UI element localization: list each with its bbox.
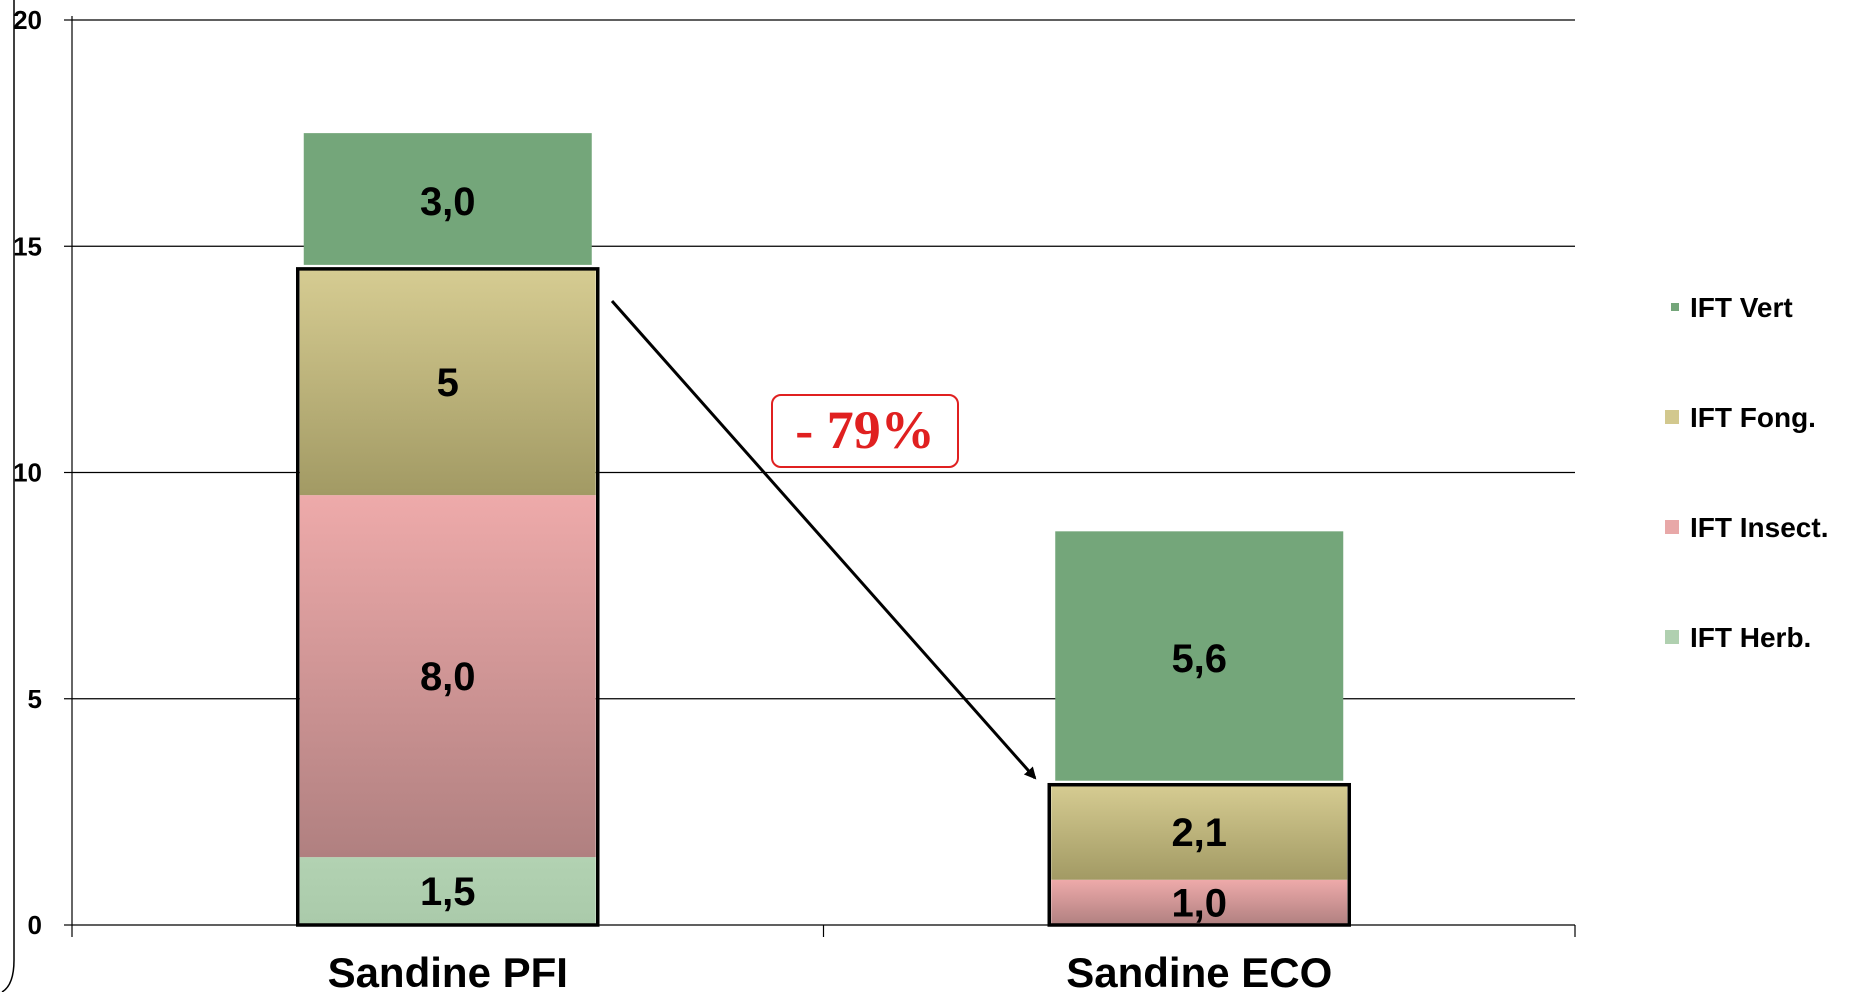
- bar-segment-ift-vert: [303, 133, 592, 265]
- y-tick-label: 15: [13, 231, 42, 261]
- legend-label: IFT Insect.: [1690, 512, 1828, 543]
- stack-outline: [296, 267, 600, 927]
- legend-swatch: [1665, 630, 1679, 644]
- frame-left-edge: [1, 0, 15, 992]
- data-label: 5: [437, 361, 459, 405]
- legend-swatch: [1671, 303, 1679, 311]
- stack-outline: [1047, 782, 1351, 927]
- category-label: Sandine PFI: [328, 949, 568, 992]
- bar-segment-ift-herb: [299, 857, 596, 925]
- bars: [296, 133, 1351, 927]
- legend-label: IFT Vert: [1690, 292, 1793, 323]
- data-label: 5,6: [1171, 637, 1227, 681]
- bar-segment-ift-vert: [1055, 531, 1344, 781]
- annotation-text: - 79%: [795, 400, 934, 460]
- data-label: 3,0: [420, 180, 476, 224]
- category-labels: Sandine PFI Sandine ECO: [328, 949, 1333, 992]
- legend-label: IFT Fong.: [1690, 402, 1816, 433]
- data-label: 1,5: [420, 870, 476, 914]
- y-tick-label: 5: [28, 684, 42, 714]
- category-label: Sandine ECO: [1066, 949, 1332, 992]
- legend-swatch: [1665, 520, 1679, 534]
- y-tick-label: 20: [13, 5, 42, 35]
- legend: IFT Vert IFT Fong. IFT Insect. IFT Herb.: [1665, 292, 1828, 653]
- bar-segment-ift-insect: [1051, 879, 1348, 925]
- bar-segment-ift-insect: [299, 495, 596, 858]
- bar-segment-ift-fong: [1051, 784, 1348, 880]
- data-labels: 1,5 8,0 5 3,0 1,0 2,1 5,6: [420, 180, 1227, 925]
- legend-label: IFT Herb.: [1690, 622, 1811, 653]
- reduction-annotation: - 79%: [771, 394, 959, 468]
- data-label: 2,1: [1171, 811, 1227, 855]
- legend-swatch: [1665, 410, 1679, 424]
- y-axis-ticks: 0 5 10 15 20: [13, 5, 72, 940]
- annotation-box: [771, 394, 959, 468]
- bar-segment-ift-fong: [299, 268, 596, 496]
- data-label: 1,0: [1171, 881, 1227, 925]
- y-tick-label: 0: [28, 910, 42, 940]
- reduction-arrow: [610, 300, 1037, 780]
- y-tick-label: 10: [13, 458, 42, 488]
- data-label: 8,0: [420, 655, 476, 699]
